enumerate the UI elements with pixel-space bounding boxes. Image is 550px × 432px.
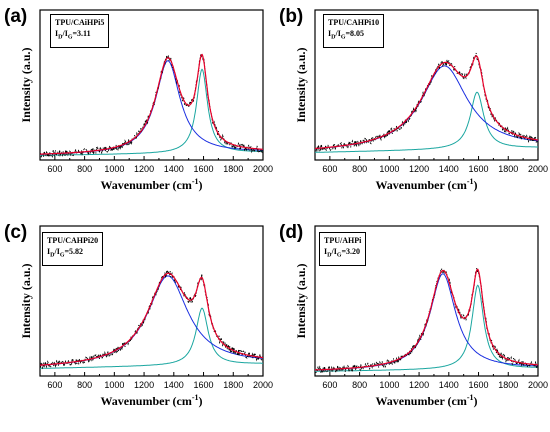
x-tick-label: 1600 xyxy=(194,380,214,390)
x-axis-label: Wavenumber (cm-1) xyxy=(375,393,477,408)
x-tick-label: 1600 xyxy=(469,164,489,174)
legend-sample: TPU/CAiHPi5 xyxy=(55,18,105,27)
x-tick-label: 600 xyxy=(47,380,62,390)
x-tick-label: 1400 xyxy=(164,380,184,390)
x-tick-label: 600 xyxy=(47,164,62,174)
series-D_band xyxy=(40,275,264,366)
legend-ratio: ID/IG=3.11 xyxy=(55,29,91,41)
x-tick-label: 800 xyxy=(352,380,367,390)
x-tick-label: 1400 xyxy=(439,164,459,174)
x-tick-label: 1200 xyxy=(134,164,154,174)
plot-frame xyxy=(314,225,539,377)
legend-box: TPU/CAHPi20 ID/IG=5.82 xyxy=(42,232,104,266)
legend-ratio: ID/IG=3.20 xyxy=(324,247,361,259)
legend-ratio: ID/IG=5.82 xyxy=(47,247,84,259)
x-tick-label: 1400 xyxy=(164,164,184,174)
legend-sample: TPU/AHPi xyxy=(324,236,362,245)
series-G_band xyxy=(315,284,539,372)
chart-a: 600 800 1000 1200 1400 1600 1800 2000 Wavenumber… xyxy=(19,9,273,192)
y-axis-label: Intensity (a.u.) xyxy=(294,263,308,338)
series-G_band xyxy=(40,307,263,369)
panel-label: (c) xyxy=(4,222,28,243)
x-tick-label: 1800 xyxy=(498,164,518,174)
panel-label: (a) xyxy=(4,6,28,27)
x-tick-label: 1200 xyxy=(409,380,429,390)
series-fit_total xyxy=(40,53,264,155)
x-tick-label: 800 xyxy=(77,164,92,174)
x-tick-label: 1200 xyxy=(409,164,429,174)
x-tick-label: 1000 xyxy=(379,164,399,174)
x-tick-label: 1000 xyxy=(379,380,399,390)
x-axis-label: Wavenumber (cm-1) xyxy=(375,177,477,192)
series-experimental xyxy=(39,52,264,158)
x-tick-label: 1000 xyxy=(104,164,124,174)
x-tick-label: 1000 xyxy=(104,380,124,390)
plot-frame xyxy=(39,9,264,161)
plot-frame xyxy=(39,225,264,377)
legend-box: TPU/AHPi ID/IG=3.20 xyxy=(319,232,367,266)
plot-frame xyxy=(314,9,539,161)
x-tick-label: 1600 xyxy=(194,164,214,174)
x-tick-label: 1600 xyxy=(469,380,489,390)
legend-sample: TPU/CAHPi10 xyxy=(328,18,380,27)
panel-c: 600 800 1000 1200 1400 1600 1800 2000 Wavenumber… xyxy=(0,216,275,432)
legend-box: TPU/CAHPi10 ID/IG=8.05 xyxy=(323,14,385,48)
series-G_band xyxy=(314,91,538,153)
chart-b: 600 800 1000 1200 1400 1600 1800 2000 Wavenumber… xyxy=(294,9,548,192)
y-axis-label: Intensity (a.u.) xyxy=(294,47,308,122)
panel-a: 600 800 1000 1200 1400 1600 1800 2000 Wavenumber… xyxy=(0,0,275,216)
x-tick-label: 800 xyxy=(77,380,92,390)
x-tick-label: 1800 xyxy=(498,380,518,390)
x-tick-label: 1200 xyxy=(134,380,154,390)
panel-label: (b) xyxy=(279,6,304,27)
x-tick-label: 800 xyxy=(352,164,367,174)
x-axis-label: Wavenumber (cm-1) xyxy=(100,393,202,408)
legend-ratio: ID/IG=8.05 xyxy=(328,29,365,41)
series-experimental xyxy=(314,52,539,152)
y-axis-label: Intensity (a.u.) xyxy=(19,263,33,338)
y-axis-label: Intensity (a.u.) xyxy=(19,47,33,122)
x-tick-label: 600 xyxy=(322,164,337,174)
panel-d: 600 800 1000 1200 1400 1600 1800 2000 Wavenumber… xyxy=(275,216,550,432)
series-experimental xyxy=(39,269,264,370)
panel-label: (d) xyxy=(279,222,304,243)
series-fit_total xyxy=(39,272,264,366)
chart-d: 600 800 1000 1200 1400 1600 1800 2000 Wavenumber… xyxy=(294,225,548,408)
series-fit_total xyxy=(315,55,539,150)
x-tick-label: 1800 xyxy=(223,380,243,390)
x-tick-label: 2000 xyxy=(253,380,273,390)
series-fit_total xyxy=(315,268,538,371)
legend-sample: TPU/CAHPi20 xyxy=(47,236,99,245)
x-tick-label: 2000 xyxy=(528,164,548,174)
x-tick-label: 1400 xyxy=(439,380,459,390)
panel-b: 600 800 1000 1200 1400 1600 1800 2000 Wavenumber… xyxy=(275,0,550,216)
x-axis-label: Wavenumber (cm-1) xyxy=(100,177,202,192)
x-tick-label: 2000 xyxy=(253,164,273,174)
x-tick-label: 2000 xyxy=(528,380,548,390)
legend-box: TPU/CAiHPi5 ID/IG=3.11 xyxy=(50,14,110,48)
series-D_band xyxy=(314,65,539,150)
x-tick-label: 1800 xyxy=(223,164,243,174)
series-D_band xyxy=(39,60,263,155)
x-tick-label: 600 xyxy=(322,380,337,390)
chart-c: 600 800 1000 1200 1400 1600 1800 2000 Wavenumber… xyxy=(19,225,273,408)
